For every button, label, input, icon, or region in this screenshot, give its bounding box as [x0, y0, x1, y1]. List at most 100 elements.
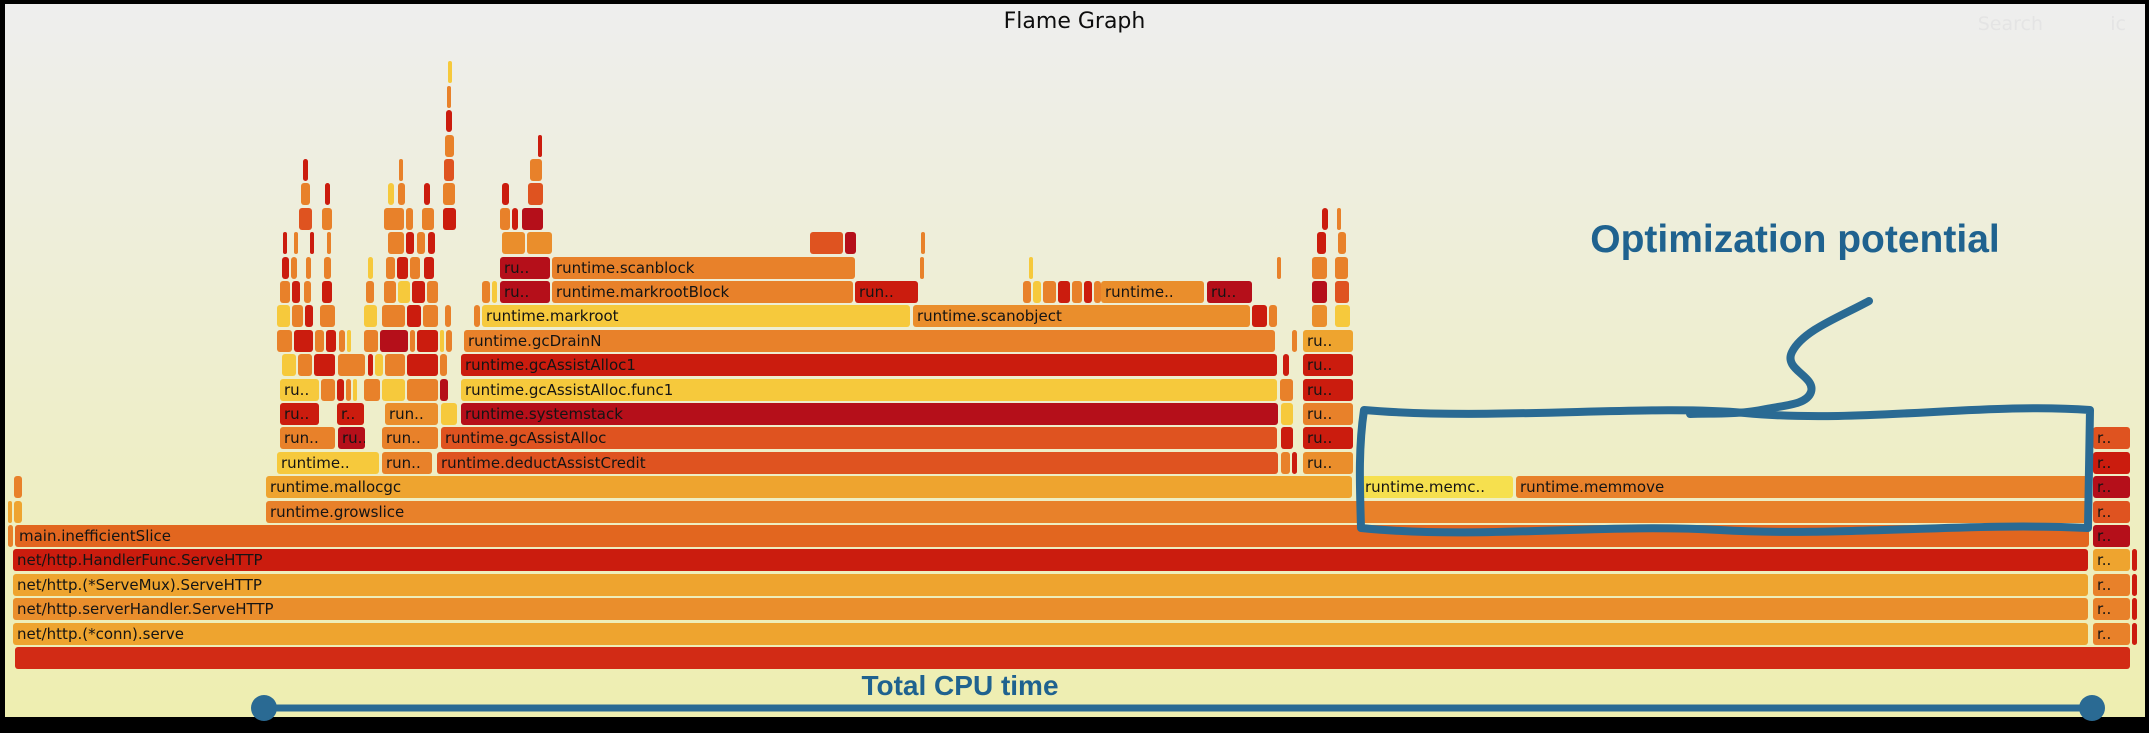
flame-frame[interactable]: [1335, 256, 1348, 279]
frame-runtime-memc[interactable]: runtime.memc..: [1361, 476, 1513, 499]
flame-frame[interactable]: [388, 232, 404, 255]
flame-frame[interactable]: [386, 256, 395, 279]
frame-ru[interactable]: ru..: [1303, 451, 1353, 474]
flame-frame[interactable]: [301, 183, 310, 206]
flame-frame[interactable]: [310, 232, 314, 255]
flame-frame[interactable]: [368, 354, 373, 377]
flame-frame[interactable]: [380, 329, 408, 352]
flame-frame[interactable]: [1312, 281, 1327, 303]
frame-run[interactable]: run..: [855, 281, 918, 303]
flame-frame[interactable]: [291, 256, 297, 279]
flame-frame[interactable]: [407, 354, 438, 377]
flame-frame[interactable]: [417, 329, 438, 352]
flame-frame[interactable]: [492, 281, 497, 303]
flame-frame[interactable]: [441, 403, 457, 425]
flame-frame[interactable]: [292, 281, 300, 303]
flame-frame[interactable]: [1277, 256, 1281, 279]
frame-r[interactable]: r..: [2093, 500, 2130, 523]
flame-frame[interactable]: [1252, 305, 1267, 328]
frame-net-http-conn-serve[interactable]: net/http.(*conn).serve: [13, 622, 2088, 645]
flame-frame[interactable]: [528, 183, 543, 206]
flame-frame[interactable]: [382, 378, 405, 401]
flame-frame[interactable]: [412, 281, 425, 303]
flame-frame[interactable]: [277, 305, 290, 328]
flame-frame[interactable]: [375, 354, 383, 377]
flame-frame[interactable]: [1335, 281, 1349, 303]
frame-runtime-gcassistalloc1[interactable]: runtime.gcAssistAlloc1: [461, 354, 1277, 377]
flame-frame[interactable]: [1023, 281, 1031, 303]
frame-net-http-servemux-servehttp[interactable]: net/http.(*ServeMux).ServeHTTP: [13, 573, 2088, 596]
frame-runtime-gcdrainn[interactable]: runtime.gcDrainN: [464, 329, 1275, 352]
flame-frame[interactable]: [406, 232, 414, 255]
flame-frame[interactable]: [1269, 305, 1277, 328]
flame-frame[interactable]: [445, 305, 451, 328]
flame-frame[interactable]: [292, 305, 303, 328]
search-button[interactable]: Search: [1977, 13, 2043, 35]
flame-frame[interactable]: [364, 329, 378, 352]
flame-frame[interactable]: [368, 256, 373, 279]
flame-frame[interactable]: [325, 183, 330, 206]
flame-frame[interactable]: [474, 305, 480, 328]
flame-frame[interactable]: [417, 232, 425, 255]
frame-net-http-serverhandler-servehttp[interactable]: net/http.serverHandler.ServeHTTP: [13, 598, 2088, 621]
frame-ru[interactable]: ru..: [1207, 281, 1252, 303]
frame-runtime-scanobject[interactable]: runtime.scanobject: [913, 305, 1250, 328]
flame-frame[interactable]: [15, 647, 2130, 669]
frame-ru[interactable]: ru..: [280, 403, 319, 425]
flame-frame[interactable]: [398, 183, 405, 206]
flame-frame[interactable]: [446, 329, 452, 352]
frame-ru[interactable]: ru..: [500, 256, 550, 279]
flame-frame[interactable]: [1281, 427, 1293, 450]
flame-frame[interactable]: [388, 183, 394, 206]
flame-frame[interactable]: [14, 500, 22, 523]
flame-frame[interactable]: [303, 159, 308, 181]
flame-frame[interactable]: [530, 159, 542, 181]
frame-ru[interactable]: ru..: [500, 281, 550, 303]
frame-r[interactable]: r..: [2093, 549, 2130, 572]
flame-frame[interactable]: [384, 207, 404, 230]
frame-runtime-deductassistcredit[interactable]: runtime.deductAssistCredit: [437, 451, 1278, 474]
flame-frame[interactable]: [339, 329, 345, 352]
frame-runtime[interactable]: runtime..: [277, 451, 379, 474]
flame-frame[interactable]: [502, 183, 509, 206]
frame-run[interactable]: run..: [382, 427, 438, 450]
flame-frame[interactable]: [324, 256, 331, 279]
frame-runtime-memmove[interactable]: runtime.memmove: [1516, 476, 2088, 499]
flame-frame[interactable]: [407, 305, 421, 328]
flame-frame[interactable]: [500, 207, 510, 230]
flame-frame[interactable]: [410, 329, 415, 352]
flame-frame[interactable]: [326, 329, 336, 352]
flame-frame[interactable]: [1281, 403, 1293, 425]
flame-frame[interactable]: [298, 354, 312, 377]
flame-frame[interactable]: [2132, 622, 2137, 645]
flame-frame[interactable]: [1094, 281, 1101, 303]
flame-frame[interactable]: [428, 232, 435, 255]
flame-frame[interactable]: [440, 378, 448, 401]
frame-r[interactable]: r..: [2093, 598, 2130, 621]
flame-frame[interactable]: [304, 281, 311, 303]
flame-frame[interactable]: [445, 134, 454, 157]
flame-frame[interactable]: [1312, 256, 1327, 279]
flame-frame[interactable]: [502, 232, 525, 255]
frame-ru[interactable]: ru..: [1303, 329, 1353, 352]
flame-frame[interactable]: [347, 329, 351, 352]
frame-r[interactable]: r..: [2093, 525, 2130, 547]
frame-ru[interactable]: ru..: [1303, 354, 1353, 377]
frame-r[interactable]: r..: [2093, 622, 2130, 645]
flame-frame[interactable]: [338, 354, 365, 377]
flame-frame[interactable]: [2132, 598, 2137, 621]
flame-frame[interactable]: [314, 354, 335, 377]
frame-runtime-scanblock[interactable]: runtime.scanblock: [552, 256, 855, 279]
flame-frame[interactable]: [427, 281, 438, 303]
flame-frame[interactable]: [399, 159, 403, 181]
flame-frame[interactable]: [294, 329, 313, 352]
flame-frame[interactable]: [444, 159, 454, 181]
frame-run[interactable]: run..: [280, 427, 335, 450]
frame-net-http-handlerfunc-servehttp[interactable]: net/http.HandlerFunc.ServeHTTP: [13, 549, 2088, 572]
flame-frame[interactable]: [538, 134, 542, 157]
flame-frame[interactable]: [1292, 451, 1297, 474]
flame-frame[interactable]: [14, 476, 22, 499]
frame-ru[interactable]: ru..: [1303, 403, 1353, 425]
flame-frame[interactable]: [1335, 305, 1350, 328]
frame-r[interactable]: r..: [337, 403, 364, 425]
